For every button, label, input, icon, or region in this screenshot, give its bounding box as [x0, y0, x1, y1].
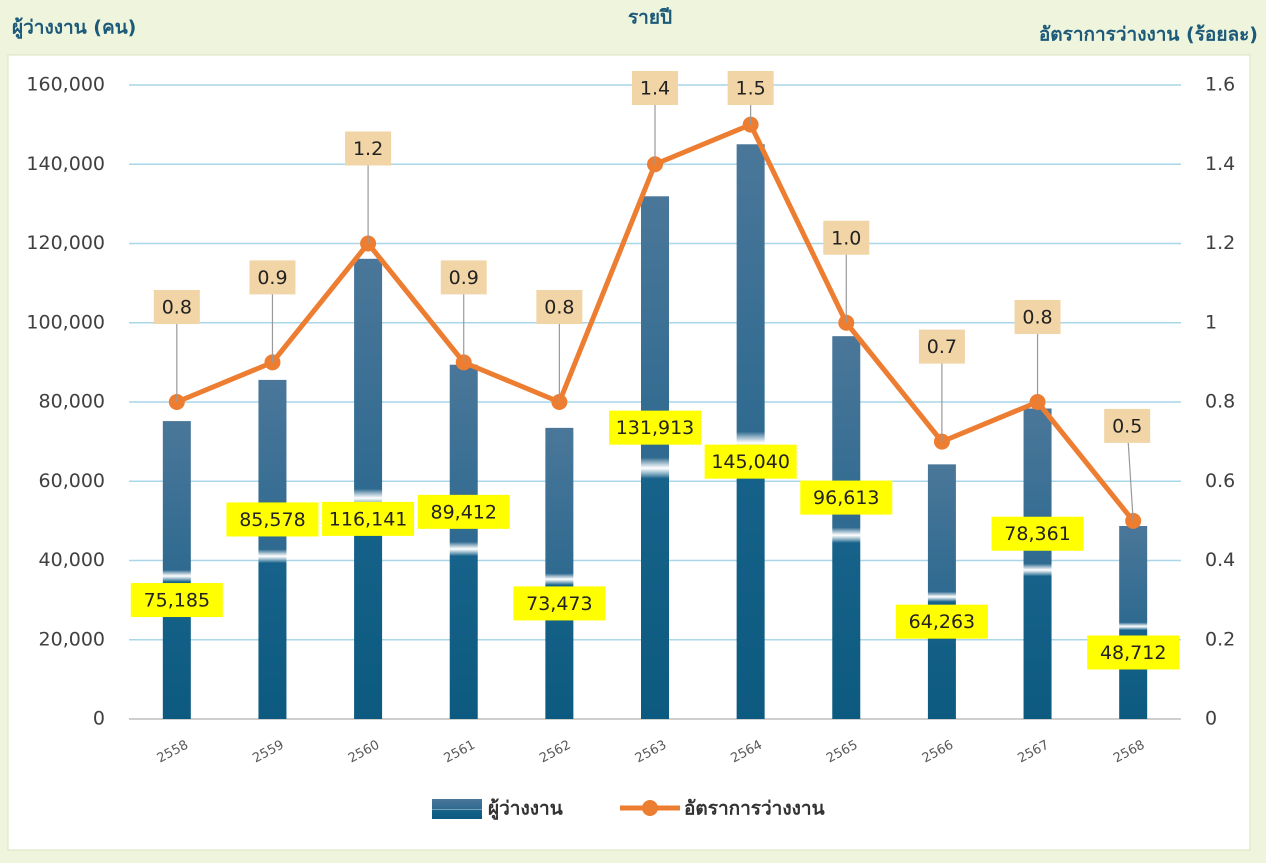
line-value-label: 0.9: [449, 267, 479, 289]
y2-tick-label: 1.2: [1205, 232, 1235, 254]
legend-swatch: [432, 799, 482, 819]
bar: [1023, 408, 1052, 719]
bar-value-label-bg: [1087, 635, 1180, 670]
line-value-label-bg: [536, 290, 583, 324]
y-tick-label: 20,000: [39, 628, 105, 650]
bar-value-label-bg: [991, 516, 1084, 551]
bar-value-label: 73,473: [526, 593, 592, 615]
line-value-label: 0.7: [927, 336, 957, 358]
bar: [545, 427, 574, 719]
bar-value-label-bg: [130, 583, 223, 618]
bar-value-label: 145,040: [711, 451, 790, 473]
bar-value-label: 75,185: [144, 590, 210, 612]
y-tick-label: 120,000: [26, 232, 105, 254]
line-value-label-bg: [1104, 408, 1151, 443]
y-tick-label: 100,000: [26, 311, 105, 333]
line-value-label: 1.5: [736, 78, 766, 100]
bar-value-label: 89,412: [430, 501, 496, 523]
y-tick-label: 140,000: [26, 153, 105, 175]
line-value-label: 0.8: [162, 297, 192, 319]
bar-value-label: 85,578: [239, 509, 305, 531]
line-value-label-bg: [345, 131, 392, 166]
bar: [1119, 525, 1148, 719]
y2-tick-label: 0: [1205, 708, 1217, 730]
bar: [832, 336, 861, 719]
line-value-label-bg: [727, 71, 774, 105]
line-value-label: 1.4: [640, 78, 670, 100]
bar-value-label-bg: [704, 444, 797, 479]
legend-swatch-marker: [642, 800, 658, 816]
y-axis-title: ผู้ว่างงาน (คน): [12, 17, 136, 40]
bar-value-label: 131,913: [616, 417, 695, 439]
bar-value-label-bg: [513, 586, 606, 621]
bar-value-label-bg: [800, 480, 893, 515]
y2-axis-title: อัตราการว่างงาน (ร้อยละ): [1039, 24, 1258, 46]
bar: [449, 364, 478, 719]
line-value-label-bg: [153, 290, 200, 324]
line-value-label: 0.8: [1022, 307, 1052, 329]
y-tick-label: 60,000: [39, 470, 105, 492]
plot-panel: [7, 54, 1251, 851]
y-tick-label: 160,000: [26, 74, 105, 96]
legend-label: ผู้ว่างงาน: [488, 798, 563, 821]
bar: [162, 421, 191, 719]
bar-value-label-bg: [895, 604, 988, 639]
bar-value-label: 78,361: [1004, 523, 1070, 545]
y-tick-label: 40,000: [39, 549, 105, 571]
chart-title: รายปี: [628, 7, 672, 29]
y2-tick-label: 0.4: [1205, 549, 1235, 571]
y-tick-label: 0: [93, 708, 105, 730]
bar-value-label: 96,613: [813, 487, 879, 509]
bar: [258, 379, 287, 719]
bar: [354, 258, 383, 719]
bar: [641, 196, 669, 719]
bar-value-label: 116,141: [329, 508, 408, 530]
bar-value-label-bg: [609, 410, 701, 445]
legend-label: อัตราการว่างงาน: [684, 798, 825, 820]
bar-value-label-bg: [322, 501, 415, 536]
line-value-label: 0.8: [544, 297, 574, 319]
line-value-label: 1.2: [353, 138, 383, 160]
line-value-label-bg: [1014, 300, 1061, 334]
line-value-label-bg: [918, 329, 965, 364]
y2-tick-label: 1: [1205, 311, 1217, 333]
y2-tick-label: 1.4: [1205, 153, 1235, 175]
bar-value-label: 64,263: [909, 611, 975, 633]
y2-tick-label: 0.6: [1205, 470, 1235, 492]
line-value-label-bg: [632, 71, 678, 105]
line-value-label: 1.0: [831, 227, 861, 249]
line-value-label: 0.9: [257, 267, 287, 289]
bar-value-label-bg: [226, 502, 319, 537]
line-value-label: 0.5: [1112, 415, 1142, 437]
bar-value-label: 48,712: [1100, 642, 1166, 664]
bar: [927, 464, 956, 719]
bar: [736, 144, 765, 720]
y2-tick-label: 1.6: [1205, 74, 1235, 96]
y-tick-label: 80,000: [39, 391, 105, 413]
y2-tick-label: 0.8: [1205, 391, 1235, 413]
line-value-label-bg: [249, 260, 296, 295]
line-value-label-bg: [440, 260, 487, 295]
bar-value-label-bg: [417, 494, 510, 529]
y2-tick-label: 0.2: [1205, 628, 1235, 650]
line-value-label-bg: [823, 220, 870, 255]
